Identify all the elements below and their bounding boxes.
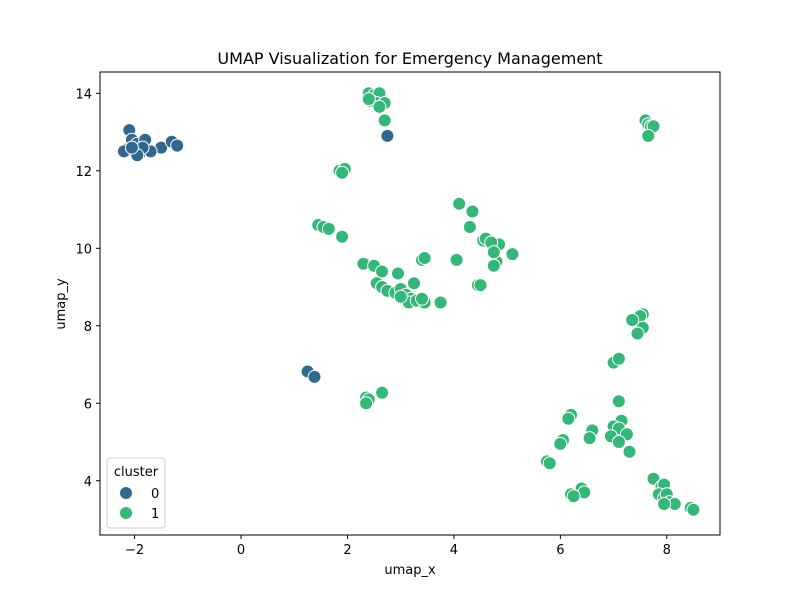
data-point-cluster-1 (611, 351, 626, 366)
data-point-cluster-1 (372, 99, 387, 114)
chart-title: UMAP Visualization for Emergency Managem… (217, 49, 602, 68)
data-point-cluster-1 (375, 385, 390, 400)
legend-label-0: 0 (151, 487, 159, 502)
data-point-cluster-0 (170, 138, 185, 153)
data-point-cluster-0 (124, 140, 139, 155)
data-point-cluster-1 (417, 251, 432, 265)
data-point-cluster-1 (486, 258, 501, 273)
y-tick-label: 6 (84, 397, 92, 412)
data-point-cluster-1 (686, 502, 701, 517)
legend-marker-0 (119, 486, 133, 500)
data-point-cluster-0 (380, 128, 395, 143)
data-point-cluster-1 (561, 411, 576, 426)
data-point-cluster-1 (622, 444, 637, 459)
x-axis-label: umap_x (384, 563, 436, 578)
data-point-cluster-1 (321, 221, 336, 236)
data-point-cluster-1 (375, 264, 390, 279)
y-tick-label: 8 (84, 320, 92, 335)
data-point-cluster-1 (465, 204, 480, 219)
data-point-cluster-1 (433, 295, 448, 310)
data-point-cluster-1 (377, 113, 392, 128)
data-point-cluster-1 (505, 247, 520, 262)
data-point-cluster-1 (359, 396, 374, 411)
data-point-cluster-1 (486, 245, 501, 260)
data-point-cluster-1 (393, 289, 408, 304)
x-tick-label: 6 (556, 543, 564, 558)
data-point-cluster-1 (630, 326, 645, 341)
x-tick-label: 8 (663, 543, 671, 558)
data-point-cluster-0 (307, 369, 322, 384)
data-point-cluster-1 (391, 266, 405, 281)
data-point-cluster-1 (611, 435, 626, 449)
data-point-cluster-1 (335, 165, 350, 180)
data-point-cluster-1 (553, 436, 568, 451)
legend-marker-1 (119, 506, 133, 520)
data-point-cluster-1 (582, 431, 597, 446)
data-point-cluster-1 (452, 196, 467, 211)
data-point-cluster-1 (361, 92, 376, 107)
y-tick-label: 12 (75, 165, 92, 180)
data-point-cluster-1 (566, 489, 581, 504)
legend-label-1: 1 (151, 507, 159, 522)
legend-title: cluster (114, 465, 159, 480)
data-point-cluster-1 (625, 313, 640, 327)
x-tick-label: 0 (237, 543, 245, 558)
y-tick-label: 10 (75, 242, 92, 257)
legend: cluster 0 1 (106, 457, 166, 529)
data-point-cluster-1 (542, 456, 557, 471)
y-tick-label: 4 (84, 475, 92, 490)
plot-frame (99, 71, 721, 536)
data-point-cluster-1 (449, 252, 464, 267)
y-axis-label: umap_y (54, 278, 69, 330)
data-point-cluster-1 (473, 278, 488, 293)
data-point-cluster-1 (415, 291, 429, 306)
data-point-cluster-1 (611, 394, 626, 409)
x-tick-label: 4 (450, 543, 458, 558)
y-tick-label: 14 (75, 87, 92, 102)
points-layer (116, 86, 701, 517)
data-point-cluster-1 (407, 276, 421, 291)
x-axis-ticks: −2 0 2 4 6 8 (125, 535, 671, 558)
data-point-cluster-1 (657, 497, 672, 511)
data-point-cluster-1 (335, 229, 350, 244)
x-tick-label: −2 (125, 543, 144, 558)
data-point-cluster-1 (641, 128, 656, 143)
data-point-cluster-1 (462, 220, 477, 234)
y-axis-ticks: 4 6 8 10 12 14 (75, 87, 100, 490)
x-tick-label: 2 (343, 543, 351, 558)
